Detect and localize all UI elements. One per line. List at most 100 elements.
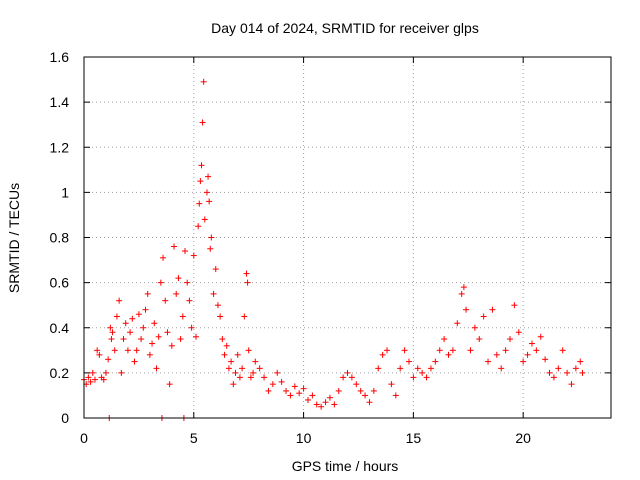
- data-point: [397, 365, 404, 372]
- data-point: [550, 374, 557, 381]
- data-point: [111, 347, 118, 354]
- data-point: [502, 347, 509, 354]
- data-point: [379, 351, 386, 358]
- data-point: [256, 365, 263, 372]
- data-point: [118, 369, 125, 376]
- data-point: [274, 369, 281, 376]
- data-point: [179, 313, 186, 320]
- data-point: [140, 324, 147, 331]
- data-point: [108, 336, 115, 343]
- data-point: [559, 347, 566, 354]
- data-point: [537, 333, 544, 340]
- y-tick-label: 1.2: [50, 139, 70, 155]
- data-point: [245, 347, 252, 354]
- data-point: [392, 392, 399, 399]
- data-point: [186, 297, 193, 304]
- data-point: [214, 302, 221, 309]
- data-point: [142, 306, 149, 313]
- data-point: [564, 369, 571, 376]
- data-point: [533, 347, 540, 354]
- data-point: [546, 369, 553, 376]
- data-point: [449, 347, 456, 354]
- data-point: [184, 279, 191, 286]
- data-point: [524, 351, 531, 358]
- y-tick-label: 1.6: [50, 49, 70, 65]
- data-point: [144, 290, 151, 297]
- data-point: [113, 313, 120, 320]
- data-point: [326, 394, 333, 401]
- data-point: [244, 279, 251, 286]
- data-point: [436, 347, 443, 354]
- data-point: [122, 320, 129, 327]
- data-point: [375, 365, 382, 372]
- data-point: [94, 347, 101, 354]
- y-axis-label: SRMTID / TECUs: [6, 183, 22, 293]
- data-point: [157, 279, 164, 286]
- data-point: [296, 390, 303, 397]
- data-point: [300, 385, 307, 392]
- data-point: [85, 374, 92, 381]
- data-point: [467, 347, 474, 354]
- data-point: [177, 336, 184, 343]
- x-tick-label: 5: [190, 430, 198, 446]
- data-point: [217, 313, 224, 320]
- x-tick-label: 20: [515, 430, 531, 446]
- data-point: [146, 351, 153, 358]
- data-point: [555, 365, 562, 372]
- data-point: [348, 374, 355, 381]
- x-tick-label: 0: [80, 430, 88, 446]
- data-point: [168, 342, 175, 349]
- data-point: [577, 358, 584, 365]
- data-point: [460, 284, 467, 291]
- data-point: [250, 369, 257, 376]
- y-tick-label: 0.8: [50, 230, 70, 246]
- axis-ticks: [83, 56, 611, 419]
- data-point: [476, 336, 483, 343]
- data-point: [192, 333, 199, 340]
- data-point: [278, 378, 285, 385]
- y-tick-label: 0.6: [50, 275, 70, 291]
- data-point: [236, 374, 243, 381]
- data-point: [138, 336, 145, 343]
- data-point: [322, 399, 329, 406]
- data-point: [388, 381, 395, 388]
- grid-lines: [84, 57, 611, 418]
- data-point: [96, 351, 103, 358]
- data-point: [287, 392, 294, 399]
- data-point: [124, 347, 131, 354]
- data-point: [427, 365, 434, 372]
- data-point: [195, 223, 202, 230]
- data-point: [188, 324, 195, 331]
- data-point: [441, 336, 448, 343]
- data-point: [206, 198, 213, 205]
- data-point: [511, 302, 518, 309]
- data-point: [208, 234, 215, 241]
- data-point: [131, 358, 138, 365]
- data-point: [190, 252, 197, 259]
- data-point: [109, 329, 116, 336]
- data-point: [340, 374, 347, 381]
- data-point: [313, 401, 320, 408]
- data-point: [493, 351, 500, 358]
- data-point: [197, 178, 204, 185]
- data-point: [304, 396, 311, 403]
- data-point: [205, 173, 212, 180]
- data-point: [219, 336, 226, 343]
- data-point: [572, 365, 579, 372]
- tick-labels: 0 0.2 0.4 0.6 0.8 1 1.2 1.4 1.6 0 5 10 15 20: [50, 49, 532, 446]
- data-point: [198, 162, 205, 169]
- data-point: [133, 347, 140, 354]
- data-point: [102, 369, 109, 376]
- data-point: [423, 374, 430, 381]
- data-point: [309, 392, 316, 399]
- data-point: [384, 347, 391, 354]
- data-point: [87, 378, 94, 385]
- data-point: [489, 306, 496, 313]
- data-point: [471, 324, 478, 331]
- data-point: [228, 358, 235, 365]
- data-point: [506, 336, 513, 343]
- data-point: [207, 245, 214, 252]
- data-point: [127, 329, 134, 336]
